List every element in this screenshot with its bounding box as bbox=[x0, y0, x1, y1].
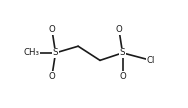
Text: O: O bbox=[116, 25, 122, 34]
Text: O: O bbox=[49, 72, 55, 81]
Text: CH₃: CH₃ bbox=[24, 48, 39, 57]
Text: Cl: Cl bbox=[147, 56, 155, 65]
Text: O: O bbox=[119, 72, 126, 81]
Text: O: O bbox=[49, 25, 55, 34]
Text: S: S bbox=[120, 48, 125, 57]
Text: S: S bbox=[53, 48, 58, 57]
